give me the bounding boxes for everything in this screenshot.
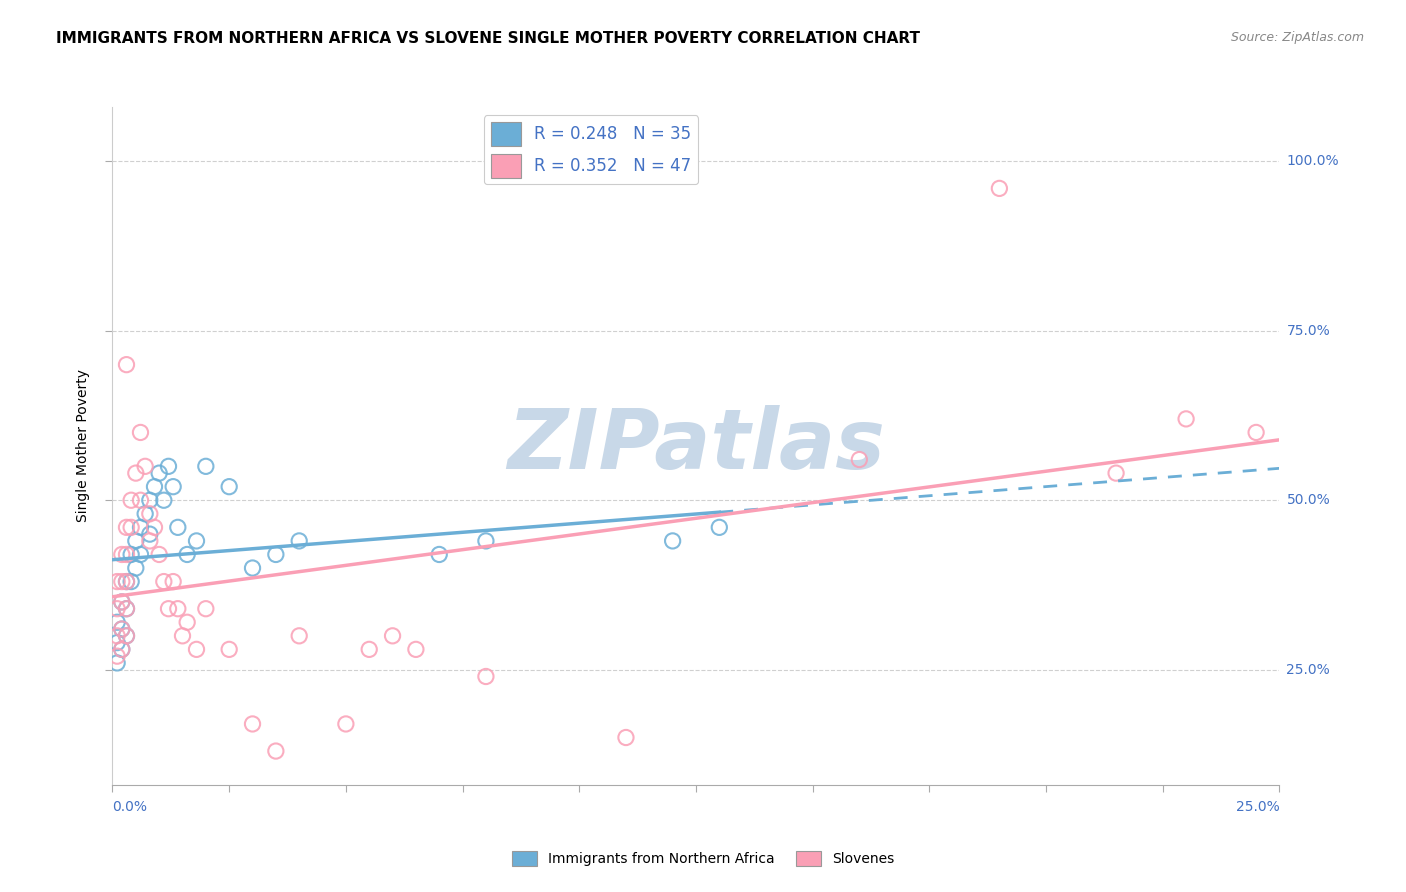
Point bbox=[115, 629, 138, 643]
Point bbox=[988, 181, 1011, 195]
Point bbox=[115, 358, 138, 372]
Point bbox=[115, 629, 138, 643]
Point bbox=[848, 452, 870, 467]
Point bbox=[1105, 466, 1128, 480]
Point bbox=[176, 615, 198, 630]
Point bbox=[111, 595, 134, 609]
Point bbox=[709, 520, 731, 534]
Point bbox=[242, 561, 264, 575]
Point bbox=[115, 520, 138, 534]
Point bbox=[125, 533, 148, 548]
Text: 0.0%: 0.0% bbox=[112, 800, 148, 814]
Point bbox=[111, 548, 134, 562]
Point bbox=[381, 629, 404, 643]
Point bbox=[143, 520, 166, 534]
Point bbox=[288, 533, 311, 548]
Y-axis label: Single Mother Poverty: Single Mother Poverty bbox=[76, 369, 90, 523]
Text: Source: ZipAtlas.com: Source: ZipAtlas.com bbox=[1230, 31, 1364, 45]
Point bbox=[120, 548, 142, 562]
Legend: Immigrants from Northern Africa, Slovenes: Immigrants from Northern Africa, Slovene… bbox=[506, 846, 900, 871]
Point bbox=[125, 466, 148, 480]
Point bbox=[129, 548, 152, 562]
Point bbox=[242, 717, 264, 731]
Point bbox=[186, 642, 208, 657]
Text: 50.0%: 50.0% bbox=[1286, 493, 1330, 508]
Point bbox=[111, 622, 134, 636]
Point bbox=[105, 649, 128, 664]
Point bbox=[115, 574, 138, 589]
Point bbox=[111, 574, 134, 589]
Point bbox=[134, 459, 156, 474]
Point bbox=[153, 574, 176, 589]
Text: 100.0%: 100.0% bbox=[1286, 154, 1339, 169]
Point bbox=[475, 533, 498, 548]
Point bbox=[218, 642, 240, 657]
Point bbox=[153, 493, 176, 508]
Point bbox=[264, 744, 287, 758]
Point bbox=[120, 493, 142, 508]
Point bbox=[111, 595, 134, 609]
Point bbox=[120, 520, 142, 534]
Point bbox=[162, 480, 184, 494]
Point bbox=[111, 642, 134, 657]
Point bbox=[139, 533, 162, 548]
Point bbox=[162, 574, 184, 589]
Point bbox=[125, 561, 148, 575]
Point bbox=[475, 669, 498, 683]
Point bbox=[134, 507, 156, 521]
Point bbox=[115, 574, 138, 589]
Point bbox=[335, 717, 357, 731]
Point bbox=[1175, 412, 1198, 426]
Text: IMMIGRANTS FROM NORTHERN AFRICA VS SLOVENE SINGLE MOTHER POVERTY CORRELATION CHA: IMMIGRANTS FROM NORTHERN AFRICA VS SLOVE… bbox=[56, 31, 921, 46]
Point bbox=[194, 459, 217, 474]
Point bbox=[105, 629, 128, 643]
Point bbox=[111, 622, 134, 636]
Point bbox=[129, 520, 152, 534]
Point bbox=[194, 601, 217, 615]
Point bbox=[115, 548, 138, 562]
Point bbox=[218, 480, 240, 494]
Point bbox=[166, 520, 188, 534]
Point bbox=[148, 548, 170, 562]
Point bbox=[129, 425, 152, 440]
Point bbox=[139, 493, 162, 508]
Point bbox=[105, 601, 128, 615]
Point bbox=[148, 466, 170, 480]
Point bbox=[359, 642, 381, 657]
Point bbox=[172, 629, 194, 643]
Point bbox=[143, 480, 166, 494]
Text: 25.0%: 25.0% bbox=[1286, 663, 1330, 677]
Point bbox=[139, 527, 162, 541]
Point bbox=[157, 601, 180, 615]
Point bbox=[186, 533, 208, 548]
Point bbox=[105, 574, 128, 589]
Point bbox=[405, 642, 427, 657]
Point bbox=[105, 656, 128, 670]
Text: 75.0%: 75.0% bbox=[1286, 324, 1330, 338]
Point bbox=[264, 548, 287, 562]
Text: ZIPatlas: ZIPatlas bbox=[508, 406, 884, 486]
Point bbox=[427, 548, 450, 562]
Point bbox=[176, 548, 198, 562]
Point bbox=[139, 507, 162, 521]
Point bbox=[1244, 425, 1267, 440]
Point bbox=[157, 459, 180, 474]
Point bbox=[111, 642, 134, 657]
Text: 25.0%: 25.0% bbox=[1236, 800, 1279, 814]
Point bbox=[661, 533, 683, 548]
Point bbox=[105, 635, 128, 649]
Point bbox=[129, 493, 152, 508]
Point bbox=[166, 601, 188, 615]
Point bbox=[288, 629, 311, 643]
Point bbox=[614, 731, 637, 745]
Point bbox=[120, 574, 142, 589]
Legend: R = 0.248   N = 35, R = 0.352   N = 47: R = 0.248 N = 35, R = 0.352 N = 47 bbox=[484, 115, 697, 185]
Point bbox=[115, 601, 138, 615]
Point bbox=[115, 601, 138, 615]
Point bbox=[105, 615, 128, 630]
